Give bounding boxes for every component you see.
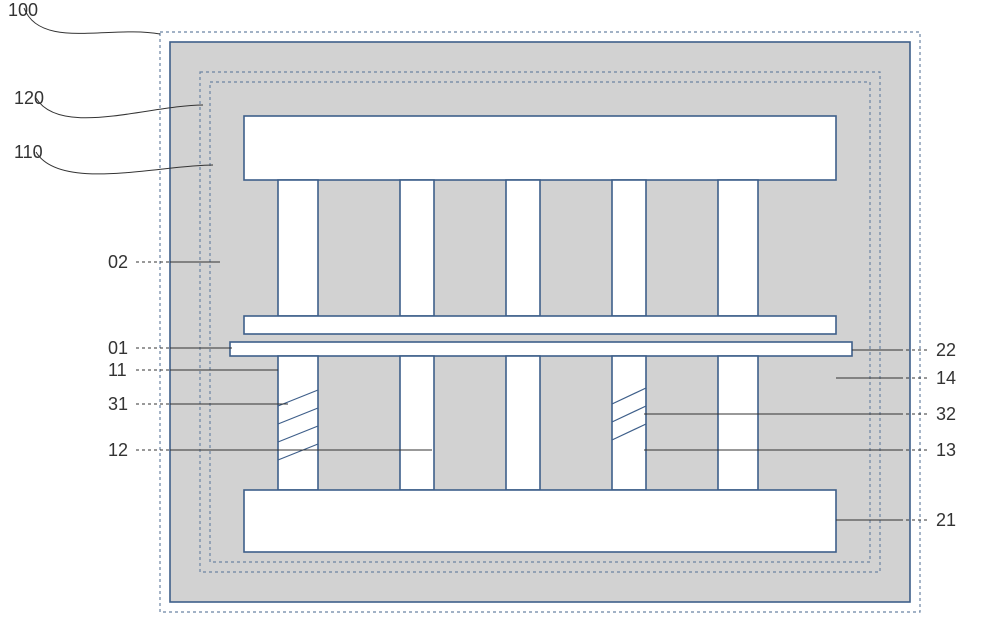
label-02: 02 bbox=[108, 252, 128, 273]
label-110: 110 bbox=[14, 142, 43, 163]
label-12: 12 bbox=[108, 440, 128, 461]
label-32: 32 bbox=[936, 404, 956, 425]
label-21: 21 bbox=[936, 510, 956, 531]
label-31: 31 bbox=[108, 394, 128, 415]
label-13: 13 bbox=[936, 440, 956, 461]
label-11: 11 bbox=[108, 360, 127, 381]
diagram-canvas: 100 120 110 02 01 11 31 12 22 14 32 13 2… bbox=[0, 0, 1000, 634]
label-22: 22 bbox=[936, 340, 956, 361]
label-120: 120 bbox=[14, 88, 44, 109]
label-100: 100 bbox=[8, 0, 38, 21]
label-14: 14 bbox=[936, 368, 956, 389]
diagram-svg bbox=[0, 0, 1000, 634]
label-01: 01 bbox=[108, 338, 128, 359]
